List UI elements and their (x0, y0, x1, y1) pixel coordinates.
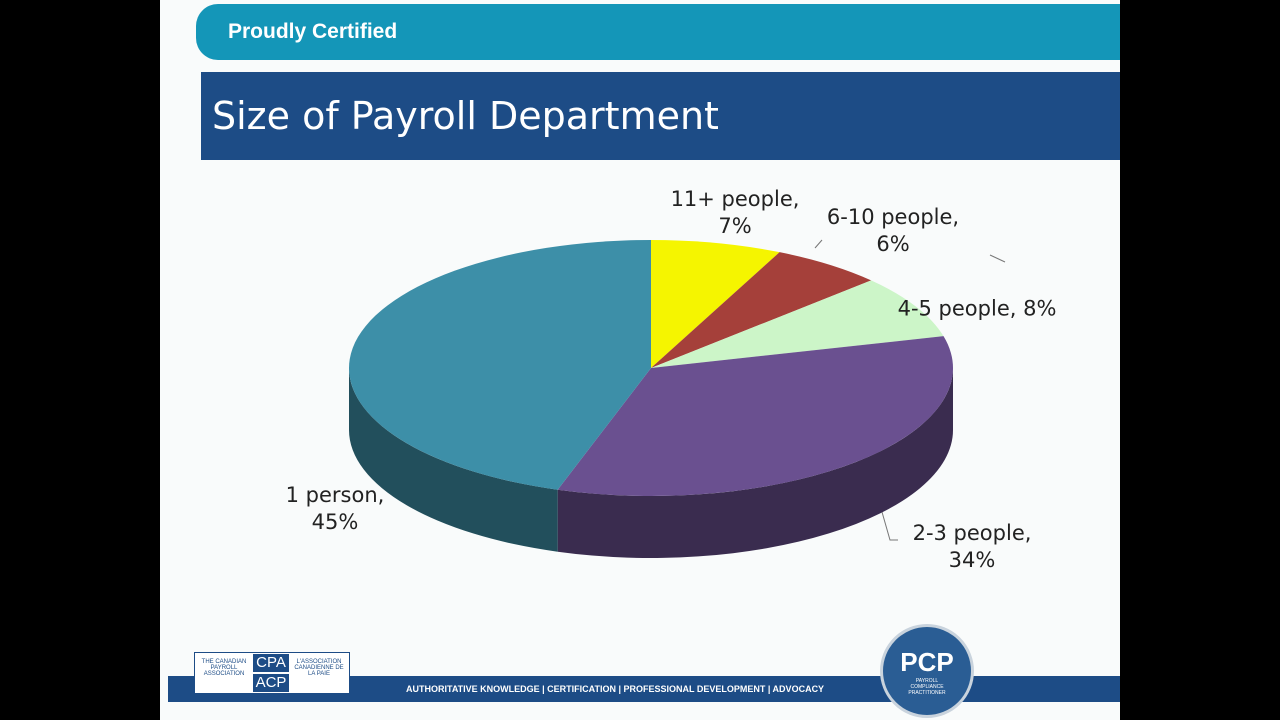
cpa-en: THE CANADIAN PAYROLL ASSOCIATION (201, 659, 247, 677)
cpa: CPA (253, 654, 289, 672)
chart (349, 239, 1006, 558)
slice (651, 252, 872, 368)
pcp-logo: PCP PAYROLL COMPLIANCE PRACTITIONER (880, 624, 974, 718)
data-label: 4-5 people, 8% (897, 296, 1057, 321)
header-text: Proudly Certified (228, 20, 398, 43)
slide: Proudly Certified Size of Payroll Depart… (160, 0, 1120, 720)
cpa-fr: L'ASSOCIATION CANADIENNE DE LA PAIE (294, 659, 344, 677)
pcp-sub: PAYROLL COMPLIANCE PRACTITIONER (908, 678, 946, 696)
pcp: PCP (900, 647, 954, 677)
slice (651, 280, 944, 368)
cpa-logo: THE CANADIAN PAYROLL ASSOCIATION CPA ACP… (194, 652, 350, 694)
slice-side (557, 368, 953, 558)
slice (651, 240, 780, 368)
footer-tagline: AUTHORITATIVE KNOWLEDGE | CERTIFICATION … (406, 684, 825, 694)
slice (349, 240, 651, 490)
leader-lines (814, 239, 1006, 541)
acp: ACP (253, 674, 289, 692)
data-label: 11+ people, 7% (670, 187, 800, 238)
slice-side (349, 368, 558, 552)
title-bar (201, 72, 1120, 160)
data-label: 1 person, 45% (285, 483, 385, 534)
data-label: 2-3 people, 34% (912, 521, 1032, 572)
data-label: 6-10 people, 6% (826, 205, 960, 256)
header-bar (196, 4, 1120, 60)
slice (557, 336, 953, 497)
chart-title: Size of Payroll Department (212, 94, 719, 138)
